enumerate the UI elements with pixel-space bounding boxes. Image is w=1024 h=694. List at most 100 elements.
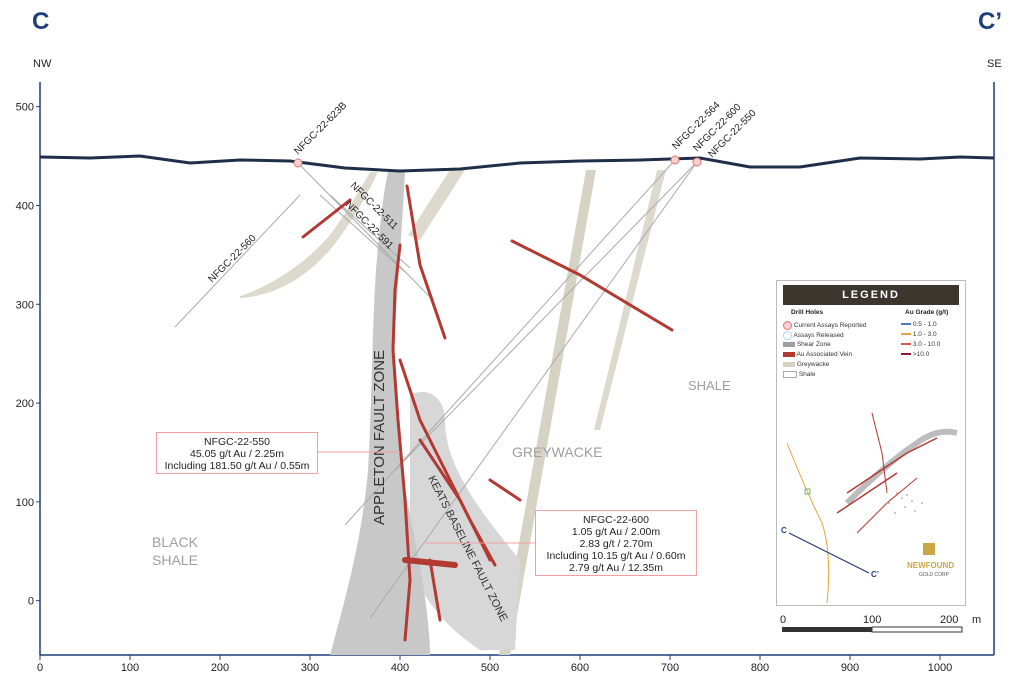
y-tick-label: 0: [28, 596, 34, 608]
x-tick-label: 800: [751, 662, 769, 674]
hole-trace-550: [394, 161, 698, 471]
logo-line1: NEWFOUND: [907, 561, 954, 570]
vein-6: [418, 438, 492, 562]
legend-item-greywacke: Greywacke: [783, 361, 829, 368]
vein-swatch: [783, 351, 795, 357]
scale-unit: m: [972, 614, 982, 626]
greywacke-band-2: [594, 170, 666, 430]
map-marker: [804, 488, 811, 495]
shale-label: SHALE: [688, 378, 731, 393]
x-tick-label: 400: [391, 662, 409, 674]
legend-drill-holes-head: Drill Holes: [791, 309, 824, 316]
hole-trace-564: [344, 159, 676, 526]
callout-600-line3: 2.83 g/t / 2.70m: [579, 538, 653, 550]
black-shale-label-2: SHALE: [152, 552, 198, 568]
hole-trace-591: [329, 194, 411, 269]
legend-grade-head: Au Grade (g/t): [905, 309, 949, 316]
map-vein-1: [846, 437, 938, 494]
label-623b: NFGC-22-623B: [292, 100, 349, 157]
y-tick-label: 200: [16, 398, 34, 410]
vein-2: [405, 184, 447, 340]
legend-mini-map: C C’ NEWFOUND GOLD CORP: [781, 412, 958, 604]
scale-label-0: 0: [780, 614, 787, 626]
label-560: NFGC-22-560: [206, 233, 258, 285]
legend-title: LEGEND: [783, 285, 959, 305]
current-assays-swatch: [783, 321, 792, 330]
appleton-shear-zone: [330, 172, 430, 655]
y-tick-label: 500: [16, 102, 34, 114]
x-tick-label: 700: [661, 662, 679, 674]
legend-grade-3: 3.0 - 10.0: [901, 341, 940, 348]
y-tick-label: 400: [16, 200, 34, 212]
map-vein-3: [856, 477, 918, 534]
hole-trace-623b: [297, 162, 431, 298]
legend-item-shale: Shale: [783, 371, 815, 378]
map-drill-dots: [888, 492, 923, 514]
section-end-label: C’: [978, 8, 1002, 35]
greywacke-band-upper: [408, 170, 465, 240]
y-tick-label: 300: [16, 299, 34, 311]
map-vein-2: [836, 472, 898, 514]
greywacke-label: GREYWACKE: [512, 444, 603, 460]
vein-3: [391, 243, 412, 642]
callout-550: NFGC-22-550 45.05 g/t Au / 2.25m Includi…: [156, 432, 318, 474]
callout-600-line4: Including 10.15 g/t Au / 0.60m: [546, 550, 686, 562]
grade-4-swatch: [901, 353, 911, 356]
callout-600-line1: NFGC-22-600: [583, 514, 649, 526]
vein-1: [301, 198, 352, 239]
legend-grade-4: >10.0: [901, 351, 929, 358]
callout-600-line2: 1.05 g/t Au / 2.00m: [571, 526, 661, 538]
greywacke-arc: [240, 172, 378, 298]
x-tick-label: 200: [211, 662, 229, 674]
hole-trace-600: [369, 161, 698, 619]
callout-600-line5: 2.79 g/t Au / 12.35m: [569, 562, 663, 574]
x-tick-label: 0: [37, 662, 43, 674]
map-shear-zone: [844, 428, 958, 506]
released-assays-swatch: [783, 331, 792, 340]
section-start-label: C: [32, 8, 50, 35]
direction-nw: NW: [33, 58, 52, 70]
legend-item-shear: Shear Zone: [783, 341, 831, 348]
vein-8: [428, 558, 442, 622]
drill-hole-traces: [174, 159, 698, 619]
collar-600: [692, 157, 702, 167]
x-tick-label: 600: [571, 662, 589, 674]
x-tick-label: 300: [301, 662, 319, 674]
legend-grade-2: 1.0 - 3.0: [901, 331, 937, 338]
grade-1-swatch: [901, 323, 911, 326]
legend-item-current: Current Assays Reported: [783, 321, 866, 330]
scale-label-200: 200: [940, 614, 959, 626]
scale-segment-dark: [782, 627, 872, 632]
au-veins: [301, 184, 674, 642]
appleton-label: APPLETON FAULT ZONE: [371, 350, 388, 525]
x-tick-label: 100: [121, 662, 139, 674]
hole-trace-560: [174, 194, 301, 328]
grade-2-swatch: [901, 333, 911, 336]
x-tick-label: 900: [841, 662, 859, 674]
x-tick-label: 1000: [928, 662, 952, 674]
grade-3-swatch: [901, 343, 911, 346]
shale-swatch: [783, 371, 797, 378]
direction-se: SE: [987, 58, 1002, 70]
vein-4: [510, 239, 674, 332]
callout-550-line2: 45.05 g/t Au / 2.25m: [190, 448, 284, 460]
greywacke-band-1: [499, 170, 596, 655]
map-c-end: C’: [871, 570, 879, 579]
logo-line2: GOLD CORP: [919, 572, 950, 578]
callout-550-line3: Including 181.50 g/t Au / 0.55m: [164, 460, 310, 472]
shear-zone-swatch: [783, 341, 795, 347]
hole-trace-511: [319, 194, 406, 273]
scale-label-100: 100: [863, 614, 882, 626]
collars: [293, 155, 702, 168]
scale-bar: [782, 626, 963, 633]
black-shale-label-1: BLACK: [152, 534, 199, 550]
scale-segment-light: [871, 626, 963, 633]
topography-line: [39, 154, 995, 173]
greywacke-swatch: [783, 361, 795, 367]
map-c-start: C: [781, 526, 787, 535]
legend-item-released: Assays Released: [783, 331, 844, 340]
map-vein-4: [871, 412, 888, 494]
map-contact-line: [786, 442, 830, 604]
callout-550-line1: NFGC-22-550: [204, 436, 270, 448]
